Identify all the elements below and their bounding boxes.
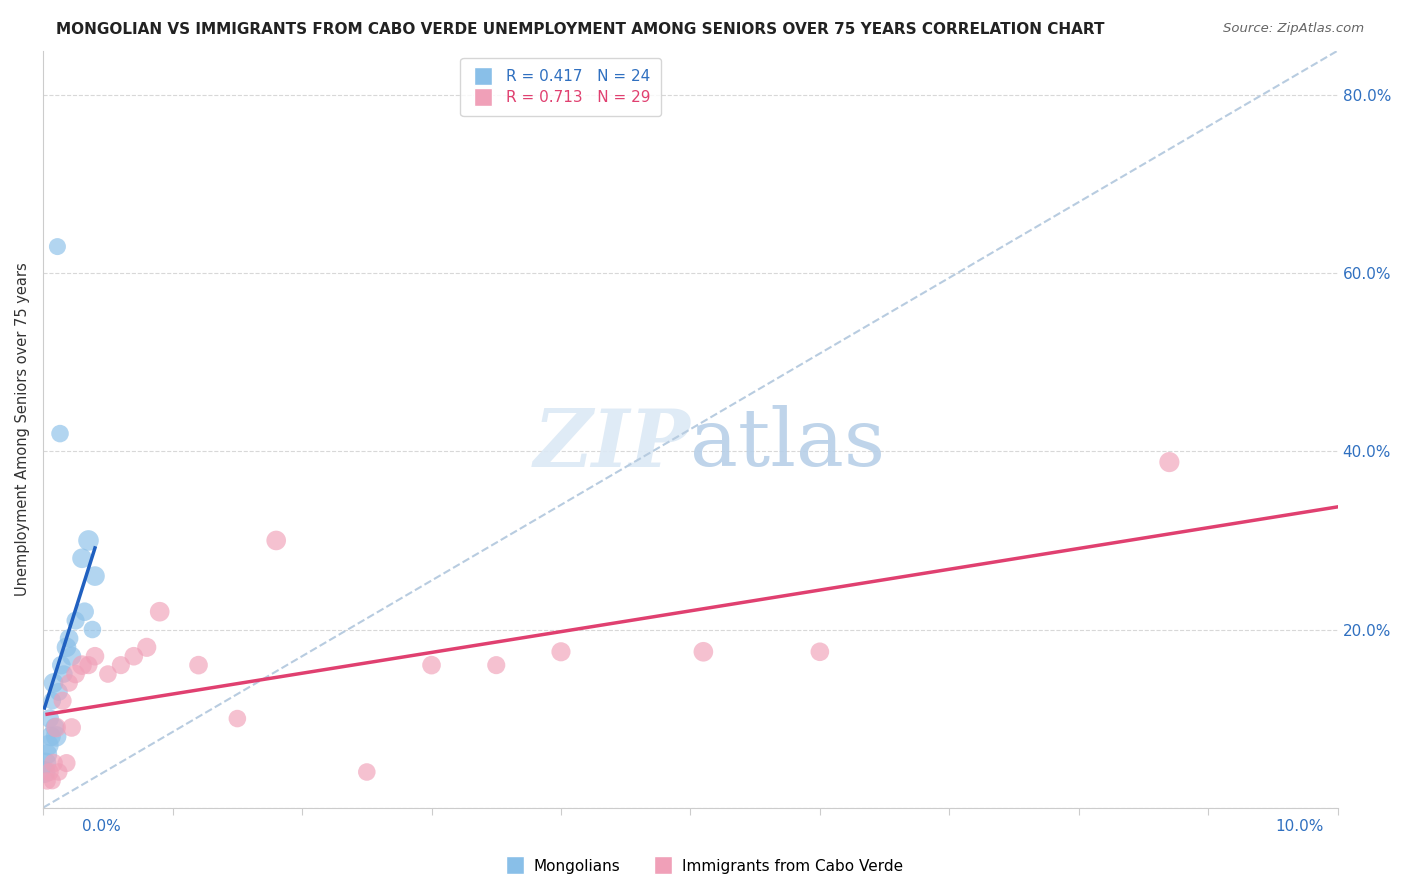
Point	[77, 533, 100, 548]
Point	[70, 658, 93, 673]
Point	[42, 756, 65, 770]
Point	[45, 721, 67, 735]
Text: atlas: atlas	[690, 405, 886, 483]
Point	[48, 764, 70, 779]
Point	[356, 764, 378, 779]
Point	[264, 533, 287, 548]
Point	[58, 676, 80, 690]
Point	[49, 426, 72, 441]
Text: 0.0%: 0.0%	[82, 820, 121, 834]
Point	[44, 721, 66, 735]
Point	[52, 694, 75, 708]
Text: ZIP: ZIP	[533, 406, 690, 483]
Point	[122, 649, 145, 664]
Point	[226, 712, 249, 726]
Point	[187, 658, 209, 673]
Point	[46, 239, 69, 253]
Point	[60, 721, 83, 735]
Point	[97, 667, 120, 681]
Text: Source: ZipAtlas.com: Source: ZipAtlas.com	[1223, 22, 1364, 36]
Point	[51, 658, 73, 673]
Point	[808, 645, 831, 659]
Point	[41, 694, 63, 708]
Point	[55, 640, 77, 655]
Point	[110, 658, 132, 673]
Point	[41, 773, 63, 788]
Point	[65, 667, 87, 681]
Text: 10.0%: 10.0%	[1275, 820, 1323, 834]
Point	[84, 649, 107, 664]
Point	[1159, 455, 1181, 469]
Point	[70, 551, 93, 566]
Point	[38, 712, 60, 726]
Point	[39, 730, 62, 744]
Text: MONGOLIAN VS IMMIGRANTS FROM CABO VERDE UNEMPLOYMENT AMONG SENIORS OVER 75 YEARS: MONGOLIAN VS IMMIGRANTS FROM CABO VERDE …	[56, 22, 1105, 37]
Point	[52, 667, 75, 681]
Point	[55, 756, 77, 770]
Point	[34, 764, 56, 779]
Point	[420, 658, 443, 673]
Point	[135, 640, 157, 655]
Point	[550, 645, 572, 659]
Point	[45, 730, 67, 744]
Point	[692, 645, 714, 659]
Point	[37, 739, 59, 753]
Legend: Mongolians, Immigrants from Cabo Verde: Mongolians, Immigrants from Cabo Verde	[498, 853, 908, 880]
Point	[77, 658, 100, 673]
Point	[42, 676, 65, 690]
Point	[35, 773, 58, 788]
Y-axis label: Unemployment Among Seniors over 75 years: Unemployment Among Seniors over 75 years	[15, 262, 30, 596]
Point	[73, 605, 96, 619]
Point	[35, 756, 58, 770]
Point	[82, 623, 104, 637]
Point	[485, 658, 508, 673]
Point	[149, 605, 172, 619]
Point	[84, 569, 107, 583]
Legend: R = 0.417   N = 24, R = 0.713   N = 29: R = 0.417 N = 24, R = 0.713 N = 29	[460, 58, 661, 116]
Point	[65, 614, 87, 628]
Point	[35, 747, 58, 761]
Point	[48, 685, 70, 699]
Point	[60, 649, 83, 664]
Point	[58, 632, 80, 646]
Point	[38, 764, 60, 779]
